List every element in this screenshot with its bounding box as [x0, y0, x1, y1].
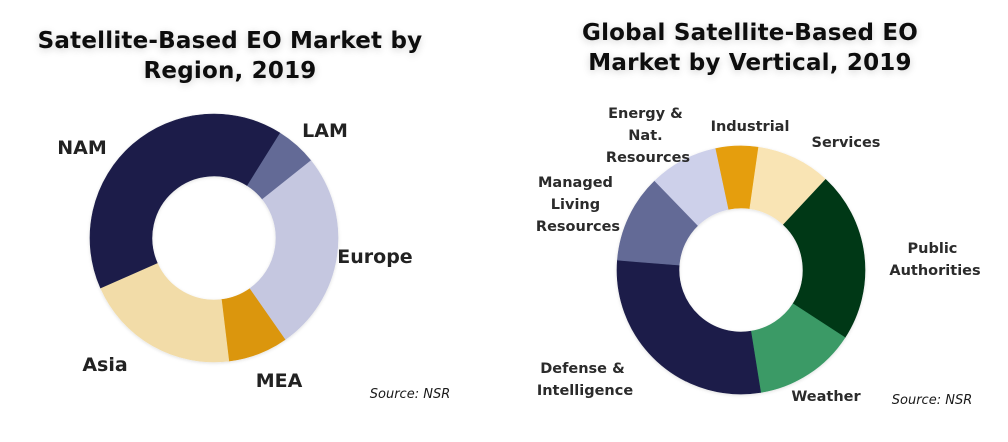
slice-label-managed-line2: Living: [551, 197, 600, 213]
slice-label-europe: Europe: [337, 246, 412, 268]
slice-label-public-line2: Authorities: [889, 263, 980, 279]
donut-region: [89, 113, 339, 363]
donut-slice-europe: [249, 160, 339, 341]
slice-label-public: Public Authorities: [889, 241, 980, 279]
chart-title-vertical: Global Satellite-Based EO Market by Vert…: [540, 18, 960, 78]
donut-slice-energy-and-nat-resources: [654, 148, 729, 226]
slice-label-public-line1: Public: [908, 241, 958, 257]
donut-slice-asia: [100, 262, 230, 363]
slice-label-energy-line3: Resources: [606, 150, 690, 166]
slice-label-energy: Energy & Nat. Resources: [606, 106, 690, 166]
source-note-vertical: Source: NSR: [892, 393, 972, 408]
donut-slice-nam: [89, 113, 281, 289]
slice-label-energy-line2: Nat.: [628, 128, 662, 144]
donut-slice-public-authorities: [782, 179, 866, 338]
slice-label-mea: MEA: [256, 370, 303, 392]
chart-title-region-line1: Satellite-Based EO Market by: [37, 28, 423, 54]
chart-title-vertical-line2: Market by Vertical, 2019: [588, 50, 912, 76]
slice-label-services: Services: [812, 135, 881, 151]
slice-label-defense-line2: Intelligence: [537, 383, 634, 399]
chart-title-region-line2: Region, 2019: [143, 58, 317, 84]
slice-label-weather: Weather: [791, 389, 861, 405]
slice-label-asia: Asia: [82, 354, 127, 376]
slice-label-managed: Managed Living Resources: [536, 175, 620, 235]
slice-label-managed-line3: Resources: [536, 219, 620, 235]
chart-title-vertical-line1: Global Satellite-Based EO: [582, 20, 918, 46]
slice-label-nam: NAM: [57, 137, 107, 159]
chart-title-region: Satellite-Based EO Market by Region, 201…: [20, 26, 440, 86]
slice-label-managed-line1: Managed: [538, 175, 613, 191]
slice-label-energy-line1: Energy &: [608, 106, 683, 122]
slice-label-defense-line1: Defense &: [540, 361, 625, 377]
slice-label-defense: Defense & Intelligence: [537, 361, 634, 399]
donut-vertical: [616, 145, 866, 395]
source-note-region: Source: NSR: [370, 387, 450, 402]
slice-label-industrial: Industrial: [711, 119, 790, 135]
slice-label-lam: LAM: [302, 120, 348, 142]
donut-slice-defense-and-intelligence: [616, 259, 761, 395]
